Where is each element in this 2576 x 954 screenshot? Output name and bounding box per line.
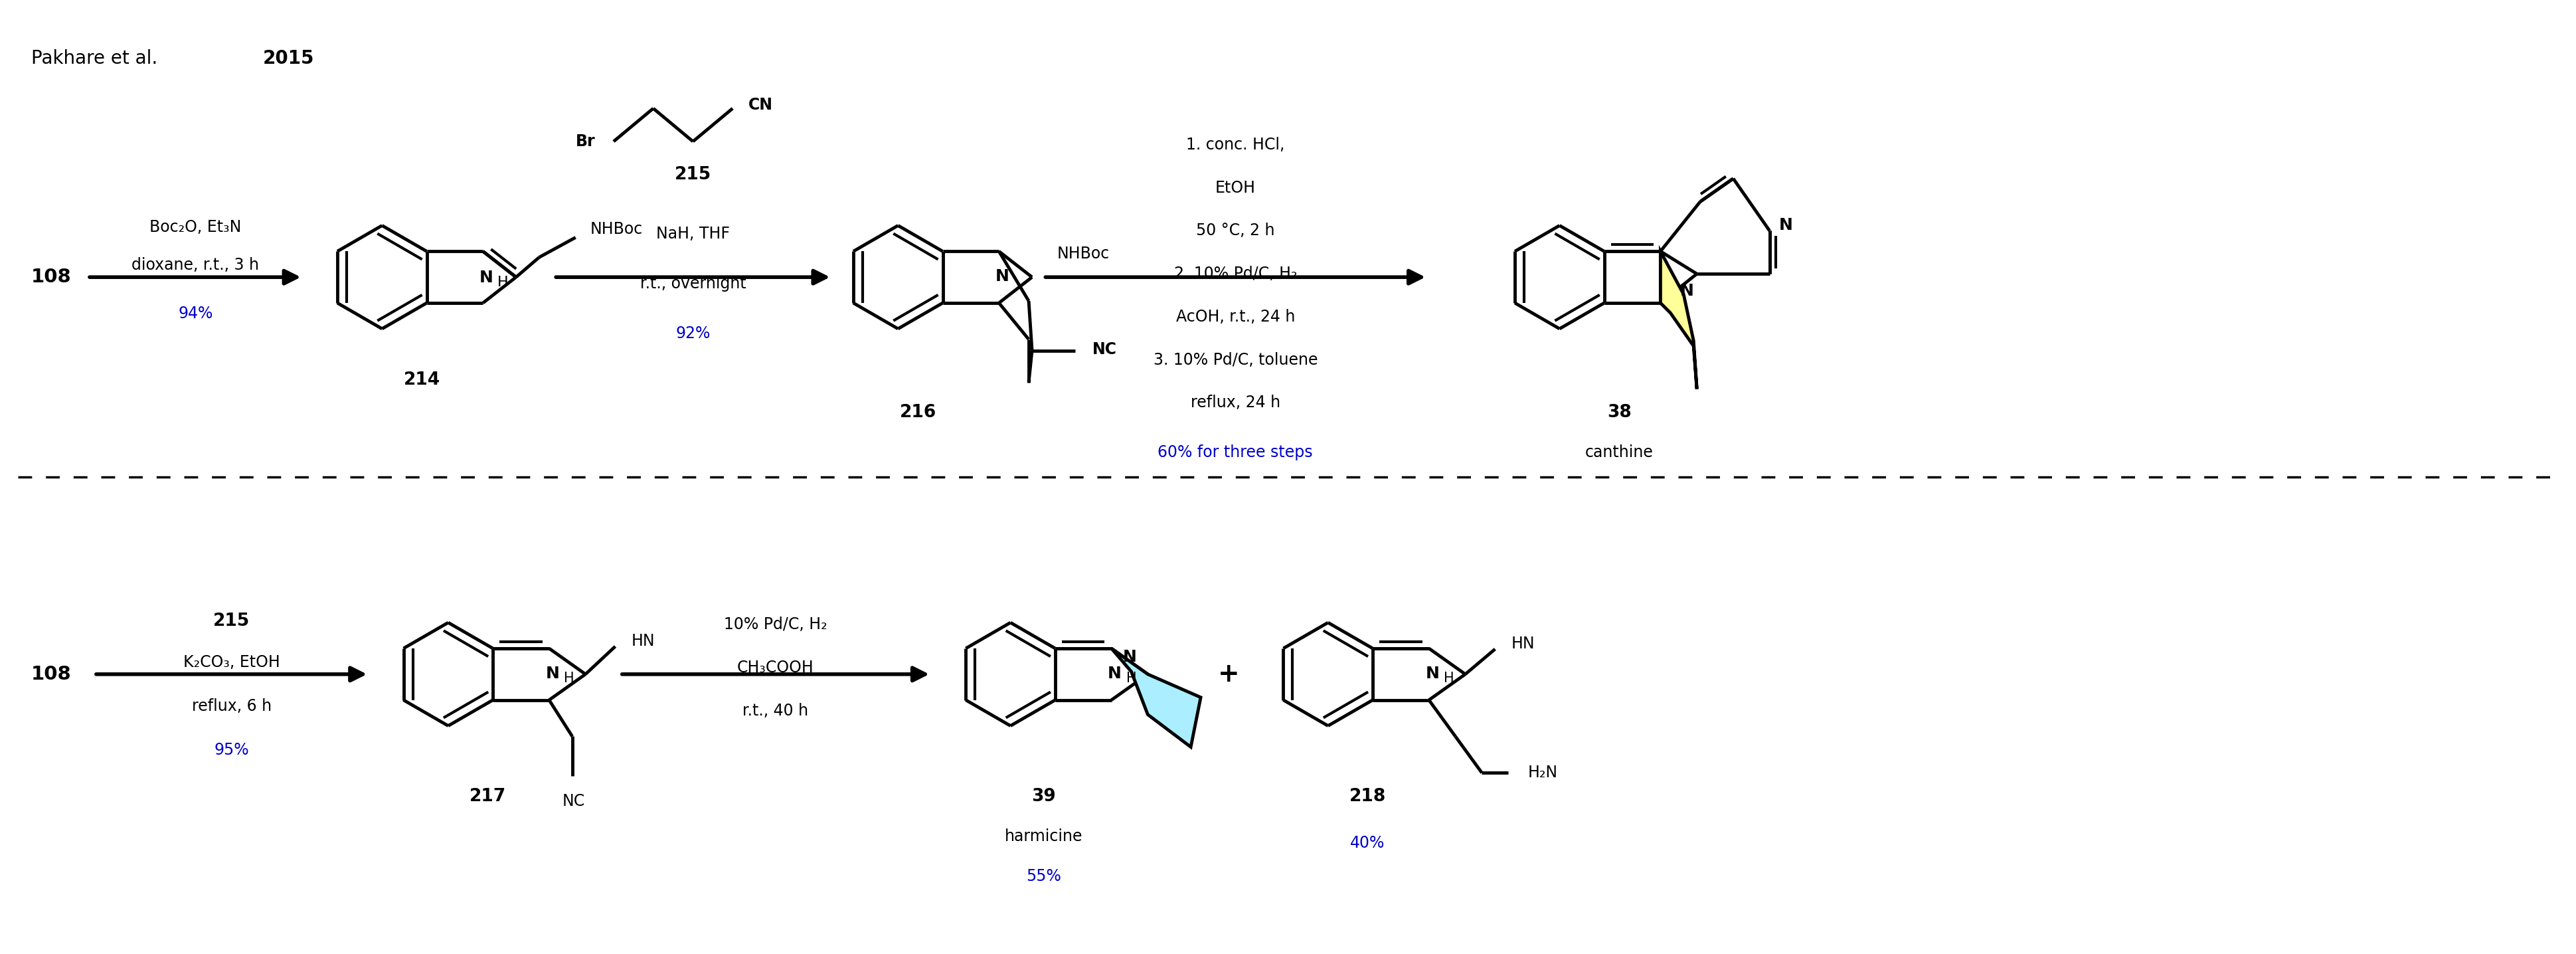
- Text: CH₃COOH: CH₃COOH: [737, 659, 814, 675]
- Text: 216: 216: [899, 404, 935, 422]
- Text: 1. conc. HCl,: 1. conc. HCl,: [1185, 136, 1285, 153]
- Text: 92%: 92%: [675, 325, 711, 342]
- Text: H₂N: H₂N: [1528, 765, 1558, 780]
- Text: Br: Br: [577, 134, 595, 150]
- Text: 60% for three steps: 60% for three steps: [1157, 445, 1314, 461]
- Text: r.t., overnight: r.t., overnight: [639, 276, 747, 292]
- Text: 215: 215: [675, 166, 711, 183]
- Text: 40%: 40%: [1350, 835, 1386, 851]
- Text: reflux, 6 h: reflux, 6 h: [191, 698, 270, 714]
- Text: H: H: [1126, 672, 1136, 685]
- Text: CN: CN: [747, 97, 773, 114]
- Polygon shape: [1659, 251, 1698, 389]
- Text: 94%: 94%: [178, 305, 214, 321]
- Text: NC: NC: [562, 794, 585, 809]
- Text: 108: 108: [31, 268, 72, 286]
- Text: Boc₂O, Et₃N: Boc₂O, Et₃N: [149, 219, 242, 236]
- Text: N: N: [1108, 666, 1121, 681]
- Text: r.t., 40 h: r.t., 40 h: [742, 703, 809, 718]
- Text: 38: 38: [1607, 404, 1631, 422]
- Text: H: H: [497, 276, 507, 289]
- Text: 2. 10% Pd/C, H₂: 2. 10% Pd/C, H₂: [1175, 266, 1296, 281]
- Text: 55%: 55%: [1025, 868, 1061, 884]
- Text: harmicine: harmicine: [1005, 828, 1082, 844]
- Text: N: N: [479, 270, 492, 286]
- Text: 218: 218: [1350, 788, 1386, 805]
- Text: N: N: [994, 268, 1010, 284]
- Text: 39: 39: [1030, 788, 1056, 805]
- Text: N: N: [1680, 283, 1692, 299]
- Text: NHBoc: NHBoc: [1056, 246, 1110, 262]
- Text: K₂CO₃, EtOH: K₂CO₃, EtOH: [183, 654, 281, 671]
- Text: AcOH, r.t., 24 h: AcOH, r.t., 24 h: [1175, 309, 1296, 324]
- Text: 214: 214: [404, 371, 440, 388]
- Text: reflux, 24 h: reflux, 24 h: [1190, 395, 1280, 411]
- Text: H: H: [564, 672, 574, 685]
- Text: 108: 108: [31, 665, 72, 683]
- Text: 215: 215: [214, 612, 250, 630]
- Text: NaH, THF: NaH, THF: [657, 226, 729, 242]
- Text: N: N: [1425, 666, 1440, 681]
- Text: NHBoc: NHBoc: [590, 221, 644, 238]
- Text: canthine: canthine: [1584, 445, 1654, 461]
- Text: NC: NC: [1092, 342, 1118, 357]
- Text: 10% Pd/C, H₂: 10% Pd/C, H₂: [724, 616, 827, 633]
- Text: 95%: 95%: [214, 742, 250, 758]
- Text: 3. 10% Pd/C, toluene: 3. 10% Pd/C, toluene: [1154, 352, 1316, 368]
- Text: N: N: [546, 666, 559, 681]
- Text: Pakhare et al.: Pakhare et al.: [31, 50, 165, 68]
- Text: H: H: [1443, 672, 1453, 685]
- Text: HN: HN: [1510, 635, 1535, 652]
- Text: 217: 217: [469, 788, 505, 805]
- Text: 50 °C, 2 h: 50 °C, 2 h: [1195, 223, 1275, 238]
- Polygon shape: [1110, 649, 1200, 747]
- Text: N: N: [1123, 649, 1136, 665]
- Text: N: N: [1780, 218, 1793, 234]
- Text: 2015: 2015: [263, 50, 314, 68]
- Text: +: +: [1218, 661, 1239, 687]
- Text: HN: HN: [631, 633, 654, 649]
- Text: dioxane, r.t., 3 h: dioxane, r.t., 3 h: [131, 258, 260, 273]
- Text: EtOH: EtOH: [1216, 180, 1255, 196]
